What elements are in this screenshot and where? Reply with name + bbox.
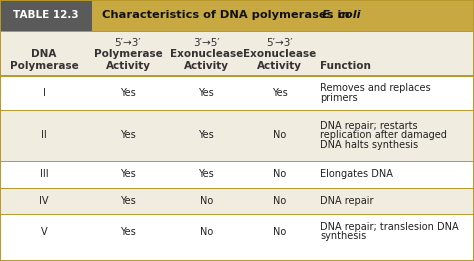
Text: Activity: Activity bbox=[106, 61, 150, 71]
Text: No: No bbox=[200, 196, 213, 206]
Text: DNA repair: DNA repair bbox=[320, 196, 374, 206]
Text: DNA halts synthesis: DNA halts synthesis bbox=[320, 140, 418, 150]
Text: 5′→3′: 5′→3′ bbox=[266, 38, 293, 48]
Text: Yes: Yes bbox=[198, 169, 214, 180]
Text: Yes: Yes bbox=[198, 130, 214, 140]
Bar bbox=[0, 188, 474, 214]
Text: Yes: Yes bbox=[198, 88, 214, 98]
Bar bbox=[0, 0, 92, 31]
Text: E. coli: E. coli bbox=[322, 10, 360, 20]
Text: No: No bbox=[273, 227, 286, 236]
Text: IV: IV bbox=[39, 196, 49, 206]
Text: No: No bbox=[273, 196, 286, 206]
Text: Yes: Yes bbox=[120, 196, 136, 206]
Text: 3′→5′: 3′→5′ bbox=[193, 38, 219, 48]
Text: No: No bbox=[200, 227, 213, 236]
Bar bbox=[0, 214, 474, 249]
Text: primers: primers bbox=[320, 93, 357, 103]
Text: Yes: Yes bbox=[120, 169, 136, 180]
Text: Removes and replaces: Removes and replaces bbox=[320, 84, 430, 93]
Text: DNA repair; restarts: DNA repair; restarts bbox=[320, 121, 418, 131]
Text: Function: Function bbox=[320, 61, 371, 71]
Text: DNA repair; translesion DNA: DNA repair; translesion DNA bbox=[320, 222, 458, 232]
Text: Yes: Yes bbox=[120, 88, 136, 98]
Text: Polymerase: Polymerase bbox=[9, 61, 79, 71]
Text: Exonuclease: Exonuclease bbox=[170, 49, 243, 58]
Text: Yes: Yes bbox=[120, 130, 136, 140]
Bar bbox=[0, 76, 474, 110]
Text: Activity: Activity bbox=[257, 61, 302, 71]
Text: Yes: Yes bbox=[272, 88, 288, 98]
Text: I: I bbox=[43, 88, 46, 98]
Text: replication after damaged: replication after damaged bbox=[320, 130, 447, 140]
Bar bbox=[0, 110, 474, 161]
Text: TABLE 12.3: TABLE 12.3 bbox=[13, 10, 79, 20]
Text: No: No bbox=[273, 169, 286, 180]
Text: synthesis: synthesis bbox=[320, 231, 366, 241]
Bar bbox=[0, 31, 474, 76]
Text: Yes: Yes bbox=[120, 227, 136, 236]
Bar bbox=[0, 0, 474, 31]
Text: No: No bbox=[273, 130, 286, 140]
Text: 5′→3′: 5′→3′ bbox=[115, 38, 141, 48]
Text: Exonuclease: Exonuclease bbox=[243, 49, 316, 58]
Text: DNA: DNA bbox=[31, 49, 57, 58]
Text: Elongates DNA: Elongates DNA bbox=[320, 169, 393, 180]
Text: V: V bbox=[41, 227, 47, 236]
Text: Characteristics of DNA polymerases in: Characteristics of DNA polymerases in bbox=[102, 10, 354, 20]
Bar bbox=[0, 161, 474, 188]
Text: II: II bbox=[41, 130, 47, 140]
Text: Activity: Activity bbox=[184, 61, 228, 71]
Text: Polymerase: Polymerase bbox=[93, 49, 163, 58]
Text: III: III bbox=[40, 169, 48, 180]
